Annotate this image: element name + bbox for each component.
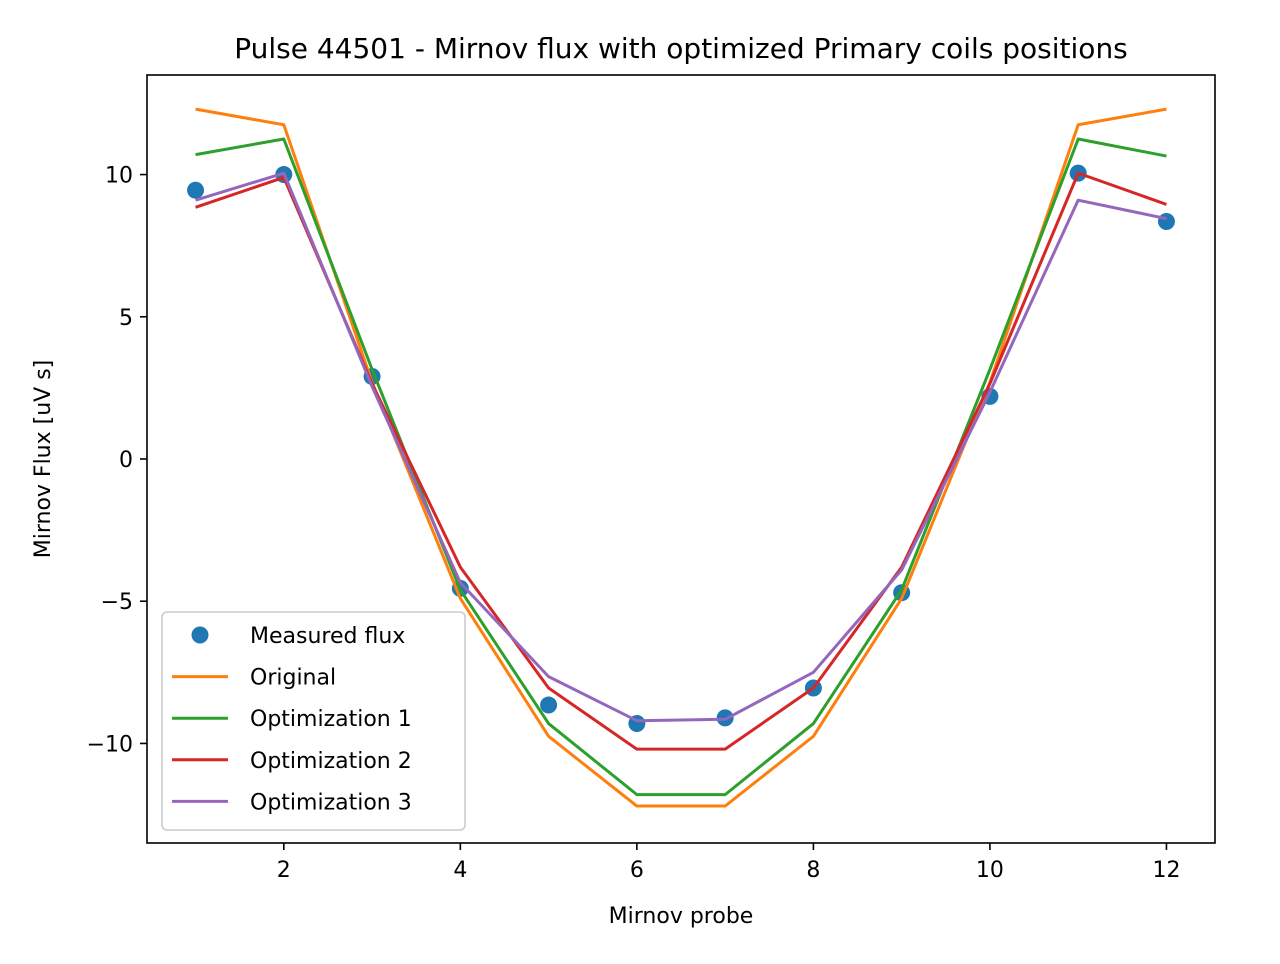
legend-box xyxy=(161,611,466,831)
data-point xyxy=(187,181,205,199)
x-tick-label: 10 xyxy=(976,858,1004,883)
chart-title: Pulse 44501 - Mirnov flux with optimized… xyxy=(234,32,1128,65)
legend-item: Optimization 1 xyxy=(172,707,412,732)
legend-label: Optimization 3 xyxy=(250,790,412,815)
x-tick-label: 6 xyxy=(630,858,644,883)
legend: Measured flux Original Optimization 1 Optim… xyxy=(161,611,466,831)
y-tick-label: 0 xyxy=(119,448,133,473)
y-axis-label: Mirnov Flux [uV s] xyxy=(31,360,56,559)
y-tick-label: −5 xyxy=(101,590,133,615)
legend-item: Optimization 2 xyxy=(172,749,412,774)
y-tick-label: −10 xyxy=(87,732,133,757)
series-optimization-3 xyxy=(195,171,1167,723)
x-tick-label: 8 xyxy=(806,858,820,883)
x-axis-label: Mirnov probe xyxy=(609,904,754,929)
legend-item: Measured flux xyxy=(191,624,405,649)
series-layer xyxy=(187,107,1175,808)
y-tick-label: 10 xyxy=(105,164,133,189)
series-line xyxy=(195,171,1167,723)
series-line xyxy=(195,107,1167,808)
y-axis: −10 −5 0 5 10 xyxy=(87,164,147,757)
legend-label: Optimization 1 xyxy=(250,707,412,732)
series-original xyxy=(195,107,1167,808)
x-tick-label: 2 xyxy=(277,858,291,883)
legend-label: Optimization 2 xyxy=(250,749,412,774)
x-tick-label: 4 xyxy=(453,858,467,883)
legend-label: Measured flux xyxy=(250,624,405,649)
plot-frame xyxy=(146,74,1216,844)
x-axis: 2 4 6 8 10 12 xyxy=(277,843,1180,883)
legend-label: Original xyxy=(250,666,336,691)
x-tick-label: 12 xyxy=(1152,858,1180,883)
data-point xyxy=(540,696,558,714)
legend-marker-swatch xyxy=(191,626,209,644)
series-optimization-1 xyxy=(195,137,1167,797)
legend-item: Optimization 3 xyxy=(172,790,412,815)
legend-item: Original xyxy=(172,666,336,691)
series-line xyxy=(195,137,1167,797)
data-point xyxy=(1157,212,1175,230)
y-tick-label: 5 xyxy=(119,306,133,331)
